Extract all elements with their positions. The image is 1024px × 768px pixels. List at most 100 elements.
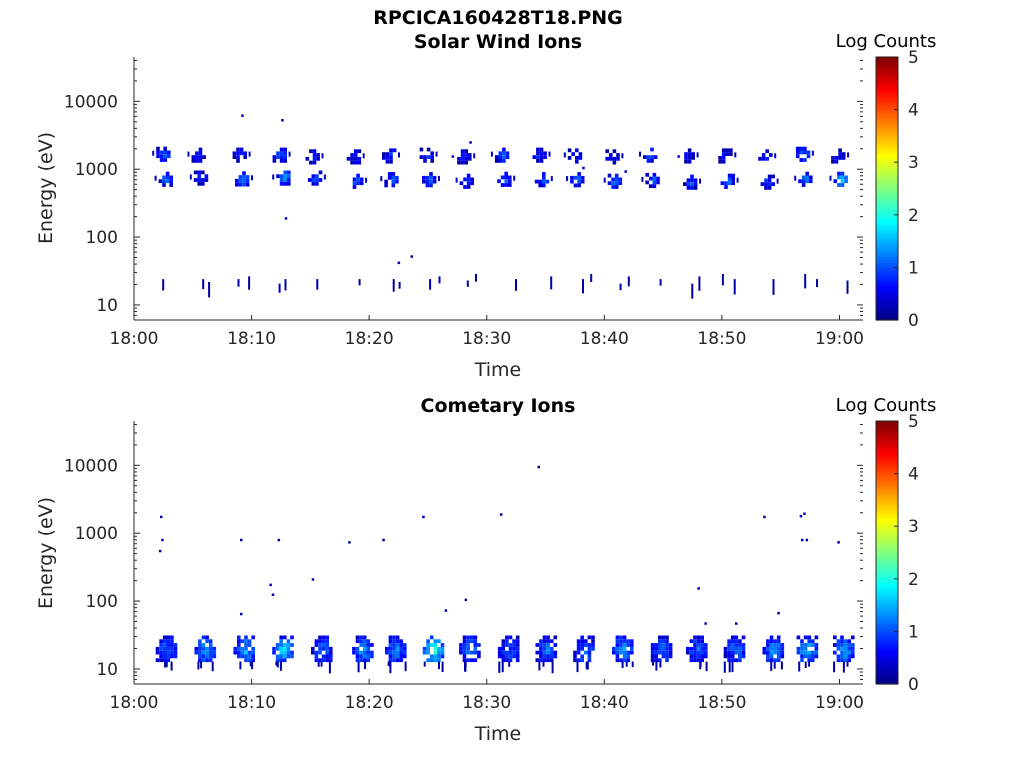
solar-wind-x-tick-label: 18:00 <box>110 329 159 349</box>
cometary-blob <box>686 635 708 672</box>
solar-wind-blob <box>307 170 326 186</box>
solar-wind-spike <box>284 279 287 291</box>
solar-wind-blob <box>534 172 553 188</box>
solar-wind-blob <box>718 148 737 164</box>
cometary-y-ticks: 10 100 1000 10000 <box>64 423 863 685</box>
solar-wind-y-tick-label: 10000 <box>64 92 118 112</box>
solar-wind-y-label: Energy (eV) <box>35 132 57 244</box>
cometary-dot <box>444 609 448 612</box>
cometary-dot <box>160 515 163 519</box>
cometary-x-tick-label: 18:10 <box>227 693 276 713</box>
cometary-x-tick-label: 18:00 <box>110 693 159 713</box>
solar-wind-spike <box>659 279 662 286</box>
cometary-blob <box>385 635 407 674</box>
cometary-blob <box>155 635 178 671</box>
cometary-blob <box>311 635 333 674</box>
cometary-colorbar: 0 1 2 3 4 5 <box>875 412 919 695</box>
cometary-blob <box>833 635 855 673</box>
solar-wind-dot <box>677 155 680 158</box>
solar-wind-blob <box>419 147 438 163</box>
cometary-blob <box>233 635 255 670</box>
solar-wind-dot <box>284 217 288 220</box>
solar-wind-blob <box>352 173 368 189</box>
cometary-dot <box>464 598 468 602</box>
solar-wind-spike <box>398 282 401 289</box>
solar-wind-spike <box>392 279 395 292</box>
solar-wind-blob <box>152 146 171 162</box>
solar-wind-blob <box>683 174 701 190</box>
cometary-dot <box>803 512 806 515</box>
solar-wind-spike <box>804 273 807 289</box>
solar-wind-marks <box>152 114 850 299</box>
cometary-y-tick-label: 1000 <box>75 524 118 544</box>
cometary-colorbar-tick-label: 5 <box>908 412 919 432</box>
cometary-dot <box>799 514 803 518</box>
cometary-blob <box>535 635 558 674</box>
solar-wind-spike <box>846 280 849 294</box>
solar-wind-spike <box>816 279 818 287</box>
solar-wind-blob <box>829 171 848 187</box>
cometary-blob <box>422 635 445 672</box>
solar-wind-blob <box>305 149 324 165</box>
cometary-blob <box>194 635 217 672</box>
solar-wind-y-tick-label: 10 <box>96 296 118 316</box>
solar-wind-blob <box>497 171 516 187</box>
cometary-colorbar-tick-label: 1 <box>908 622 919 642</box>
solar-wind-dot <box>582 166 585 170</box>
solar-wind-colorbar-tick-label: 0 <box>908 311 919 331</box>
solar-wind-colorbar-frame <box>875 56 899 321</box>
solar-wind-spike <box>475 273 477 282</box>
solar-wind-spike <box>202 279 205 290</box>
solar-wind-spike <box>772 279 775 295</box>
solar-wind-x-tick-label: 18:20 <box>345 329 394 349</box>
solar-wind-blob <box>566 172 585 188</box>
solar-wind-blob <box>603 173 623 189</box>
cometary-colorbar-frame <box>875 420 899 685</box>
solar-wind-spike <box>733 279 736 295</box>
solar-wind-x-tick-label: 18:40 <box>580 329 629 349</box>
solar-wind-colorbar-tick-label: 2 <box>908 206 919 226</box>
solar-wind-blob <box>605 149 624 165</box>
solar-wind-blob <box>639 147 658 163</box>
cometary-blob <box>650 635 673 671</box>
solar-wind-blob <box>795 146 814 162</box>
solar-wind-blob <box>187 147 206 163</box>
solar-wind-spike <box>590 273 593 282</box>
cometary-dot <box>735 622 738 625</box>
cometary-blob <box>459 635 481 672</box>
cometary-blob <box>573 635 595 673</box>
solar-wind-blob <box>457 149 476 165</box>
cometary-dot <box>269 583 272 587</box>
solar-wind-spike <box>691 283 694 299</box>
cometary-blob <box>497 635 520 673</box>
solar-wind-blob <box>272 170 291 186</box>
solar-wind-colorbar-tick-label: 5 <box>908 48 919 68</box>
cometary-dot <box>240 612 243 616</box>
cometary-colorbar-tick-label: 4 <box>908 465 919 485</box>
solar-wind-blob <box>760 174 779 190</box>
solar-wind-spike <box>358 279 361 286</box>
cometary-dot <box>499 513 503 516</box>
solar-wind-y-tick-label: 100 <box>86 228 118 248</box>
cometary-dot <box>805 538 809 542</box>
cometary-y-tick-label: 10 <box>96 660 118 680</box>
solar-wind-panel: Solar Wind Ions 18:00 18:10 18:20 18:30 18:4… <box>35 31 936 381</box>
solar-wind-colorbar-tick-label: 4 <box>908 101 919 121</box>
cometary-blob <box>723 635 746 673</box>
solar-wind-colorbar-tick-label: 3 <box>908 153 919 173</box>
cometary-dot <box>697 587 700 590</box>
cometary-blob <box>612 635 634 668</box>
solar-wind-spike <box>466 280 469 287</box>
solar-wind-spike <box>438 276 441 284</box>
solar-wind-x-ticks: 18:00 18:10 18:20 18:30 18:40 18:50 19:00 <box>110 315 864 349</box>
cometary-y-label: Energy (eV) <box>35 497 57 609</box>
solar-wind-spike <box>550 276 553 290</box>
solar-wind-spike <box>721 273 724 286</box>
solar-wind-blob <box>455 173 474 189</box>
cometary-dot <box>537 465 540 469</box>
solar-wind-y-ticks: 10 100 1000 10000 <box>64 59 863 321</box>
cometary-x-label: Time <box>474 723 522 745</box>
cometary-dot <box>277 538 281 542</box>
solar-wind-dot <box>410 255 413 258</box>
solar-wind-spike <box>698 276 701 291</box>
